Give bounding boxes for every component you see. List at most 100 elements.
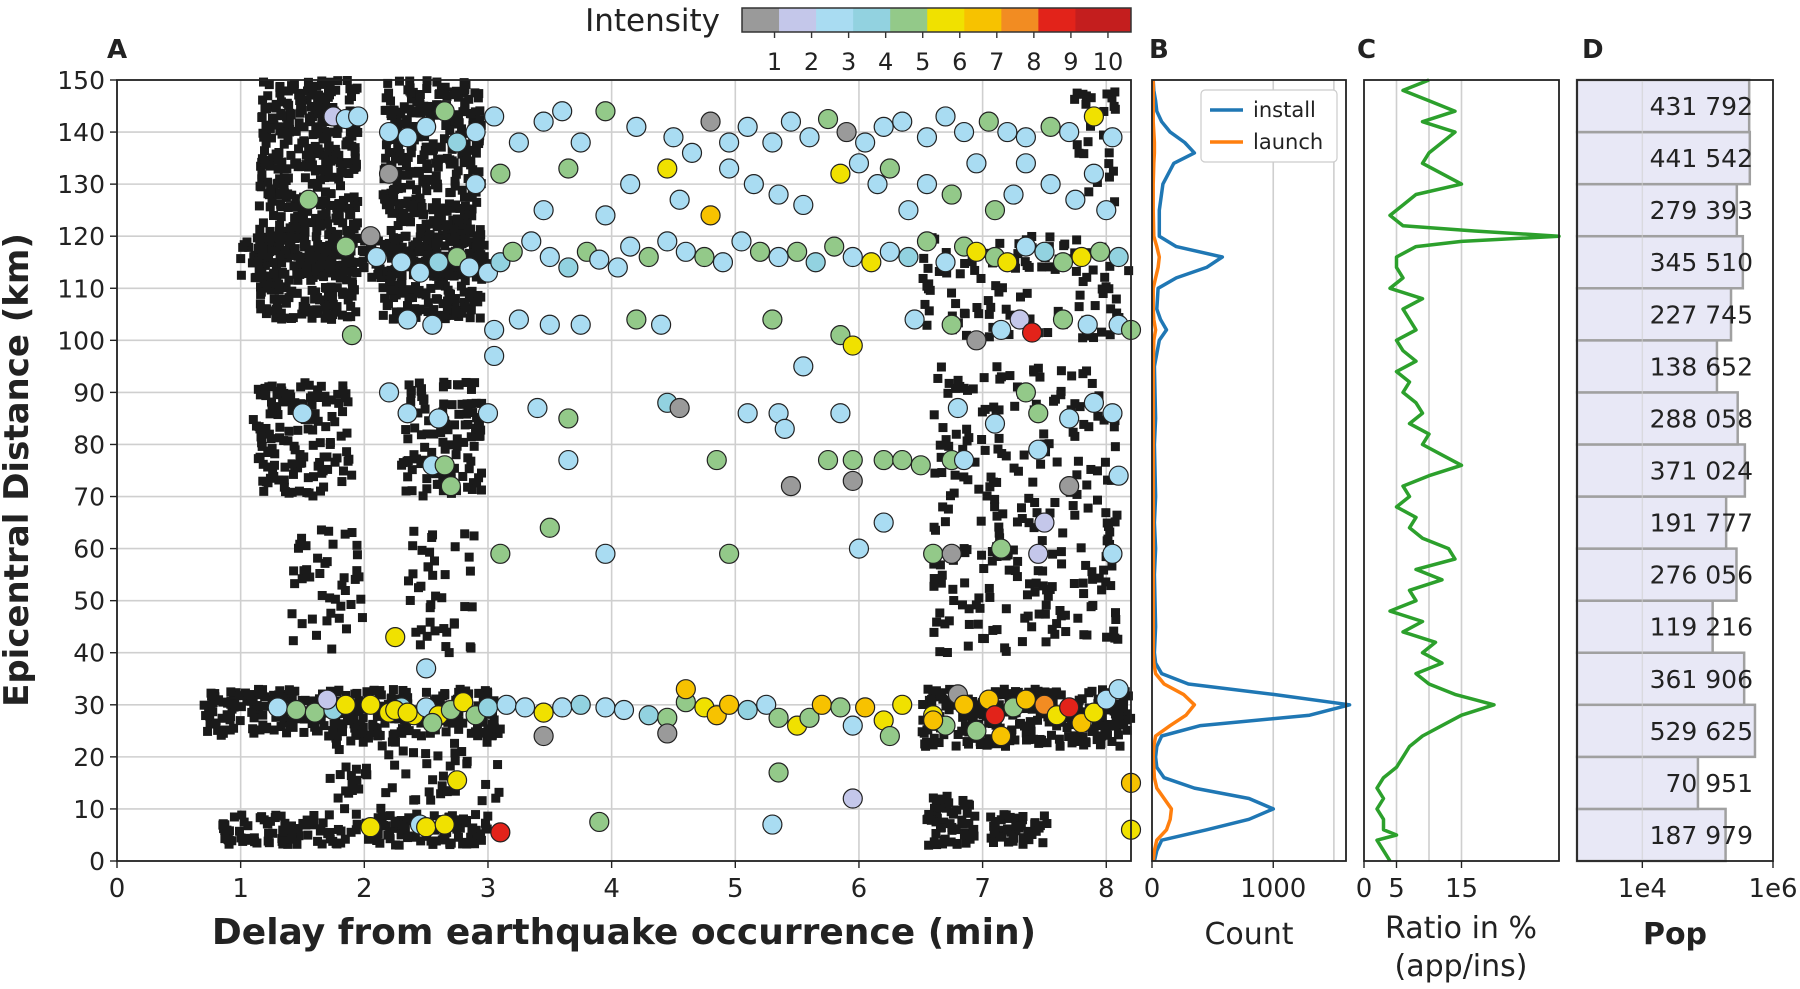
launch-square (935, 440, 945, 450)
launch-square (320, 283, 330, 293)
launch-square (472, 197, 482, 207)
launch-square (944, 616, 954, 626)
launch-square (271, 313, 281, 323)
launch-square (464, 293, 474, 303)
launch-square (458, 471, 468, 481)
launch-square (283, 135, 293, 145)
launch-square (471, 810, 481, 820)
launch-square (347, 778, 357, 788)
launch-square (454, 724, 464, 734)
felt-report-circle (842, 470, 863, 492)
launch-square (243, 821, 253, 831)
felt-report-circle (348, 106, 369, 127)
launch-square (468, 408, 478, 418)
launch-square (992, 477, 1002, 487)
panel-c-x-tick-label: 0 (1356, 874, 1373, 904)
launch-square (389, 106, 399, 116)
launch-square (942, 791, 952, 801)
launch-square (341, 258, 351, 268)
launch-square (434, 280, 444, 290)
launch-square (338, 466, 348, 476)
launch-square (1087, 378, 1097, 388)
population-bar (1575, 287, 1733, 342)
population-label: 187 979 (1650, 821, 1753, 850)
launch-square (1043, 328, 1053, 338)
launch-square (319, 248, 329, 258)
launch-square (408, 569, 418, 579)
launch-square (401, 486, 411, 496)
launch-square (317, 79, 327, 89)
panel-a-y-tick-label: 20 (73, 743, 105, 772)
panel-a-y-tick-label: 0 (89, 847, 105, 876)
panel-d-x-ticks: 1e4 1e6 (1618, 861, 1798, 904)
launch-square (283, 173, 293, 183)
launch-square (1113, 699, 1123, 709)
felt-report-circle (570, 694, 591, 715)
colorbar-tick-label: 6 (952, 48, 967, 76)
population-label: 431 792 (1650, 92, 1753, 121)
launch-square (920, 299, 930, 309)
launch-square (949, 596, 959, 606)
launch-square (1042, 738, 1052, 748)
launch-square (340, 586, 350, 596)
launch-square (403, 434, 413, 444)
launch-square (387, 242, 397, 252)
launch-square (1051, 688, 1061, 698)
launch-square (464, 209, 474, 219)
launch-square (1103, 521, 1113, 531)
launch-square (476, 250, 486, 260)
launch-square (1036, 459, 1046, 469)
launch-square (394, 76, 404, 86)
launch-square (324, 90, 334, 100)
felt-report-circle (923, 710, 944, 731)
launch-square (393, 120, 403, 130)
launch-square (409, 450, 419, 460)
launch-square (297, 619, 307, 629)
launch-square (460, 602, 470, 612)
launch-square (334, 398, 344, 408)
launch-square (324, 810, 334, 820)
launch-square (1067, 371, 1077, 381)
launch-square (401, 425, 411, 435)
launch-square (262, 104, 272, 114)
launch-square (466, 456, 476, 466)
launch-square (248, 415, 258, 425)
launch-square (331, 148, 341, 158)
launch-square (990, 817, 1000, 827)
felt-report-circle (756, 694, 777, 715)
felt-report-circle (607, 257, 628, 278)
launch-square (442, 627, 452, 637)
launch-square (968, 826, 978, 836)
launch-square (249, 713, 259, 723)
colorbar-swatch (779, 8, 817, 32)
launch-square (467, 602, 477, 612)
launch-square (941, 701, 951, 711)
felt-report-circle (848, 153, 870, 174)
launch-square (332, 302, 342, 312)
launch-square (979, 373, 989, 383)
launch-square (315, 438, 325, 448)
launch-square (476, 425, 486, 435)
launch-square (449, 224, 459, 234)
launch-square (312, 102, 322, 112)
launch-square (442, 304, 452, 314)
launch-square (420, 442, 430, 452)
launch-square (300, 173, 310, 183)
felt-report-circle (446, 132, 468, 153)
launch-square (1019, 721, 1029, 731)
launch-square (284, 685, 294, 695)
launch-square (301, 541, 311, 551)
felt-report-circle (558, 408, 579, 429)
launch-square (934, 738, 944, 748)
launch-square (282, 164, 292, 174)
launch-square (256, 304, 266, 314)
felt-report-circle (570, 314, 591, 335)
launch-square (283, 86, 293, 96)
launch-square (986, 472, 996, 482)
launch-square (203, 726, 213, 736)
launch-square (326, 189, 336, 199)
launch-square (464, 552, 474, 562)
launch-square (358, 713, 368, 723)
panel-a-y-tick-label: 10 (73, 795, 105, 824)
